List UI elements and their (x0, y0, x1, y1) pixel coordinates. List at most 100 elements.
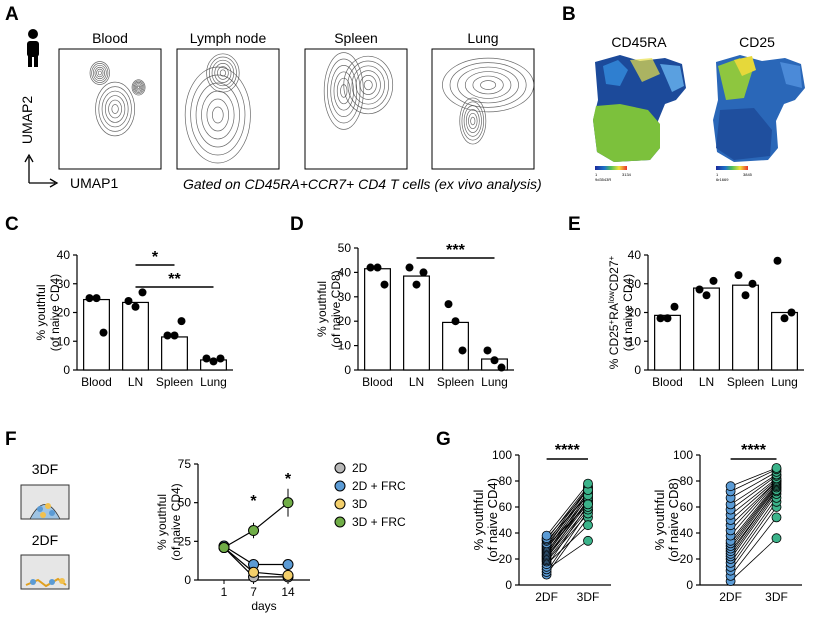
data-point (663, 314, 672, 323)
x-tick-label: LN (409, 375, 424, 389)
umap-contour (92, 64, 107, 82)
y-axis-label: % CD25+RAlowCD27+ (607, 255, 622, 369)
y-axis-label-sub: (of naive CD8) (329, 270, 343, 347)
data-point (490, 356, 499, 365)
2df-well-illustration (20, 554, 70, 590)
data-point (458, 346, 467, 355)
data-point (124, 297, 133, 305)
umap-contour (104, 95, 126, 123)
y-tick-label: 100 (673, 448, 693, 462)
y-tick-label: 25 (178, 534, 192, 548)
umap-contour (459, 97, 487, 145)
bar (161, 336, 188, 371)
umap-contour (219, 69, 226, 77)
y-tick-label: 40 (499, 526, 513, 540)
y-axis-label: % youthful (652, 490, 667, 551)
umap-contour (132, 80, 145, 95)
umap-contour (351, 65, 385, 105)
umap-contour (347, 60, 389, 110)
umap1-label: UMAP1 (70, 175, 118, 191)
pair-line (730, 474, 777, 505)
umap-frame (58, 48, 162, 170)
cd25-colorbar: 1 3845 6r1669 (716, 166, 753, 182)
umap-contour (136, 84, 142, 91)
significance-label: *** (446, 242, 465, 259)
cd45ra-colorbar: 1 3134 9d3543R (595, 166, 632, 182)
series-point (218, 542, 230, 554)
umap-contour (94, 66, 106, 80)
pair-line (730, 497, 777, 564)
umap-frame (304, 48, 408, 170)
y-axis-label-sub: (of naive CD8) (666, 478, 681, 562)
data-point (99, 328, 108, 337)
legend-label: 3D + FRC (352, 515, 406, 529)
x-tick-label: LN (699, 375, 714, 389)
pair-line (730, 493, 777, 560)
data-point (366, 263, 375, 272)
svg-text:1: 1 (716, 172, 719, 177)
y-tick-label: 0 (686, 578, 693, 592)
y-tick-label: 75 (178, 457, 192, 471)
umap-contour (359, 75, 377, 95)
pair-line (546, 483, 589, 536)
y-tick-label: 40 (338, 265, 352, 279)
legend-label: 2D + FRC (352, 479, 406, 493)
umap-contour (468, 112, 478, 130)
data-point (787, 308, 796, 317)
y-tick-label: 60 (499, 500, 513, 514)
data-point-3df (771, 512, 782, 523)
pair-line (730, 468, 777, 492)
pair-line (546, 495, 589, 542)
umap-contour (472, 75, 504, 95)
data-point-3df (583, 499, 593, 510)
x-tick-label: 2DF (535, 590, 558, 604)
data-point (748, 279, 757, 288)
bar (122, 301, 149, 371)
x-tick-label: Lung (771, 375, 798, 389)
umap-axes (24, 153, 59, 188)
data-point (412, 280, 421, 289)
umap-contour (98, 86, 132, 132)
data-point (131, 302, 140, 311)
umap-contour (206, 98, 230, 132)
y-tick-label: 20 (680, 552, 694, 566)
umap-contour (206, 53, 240, 93)
pair-line (730, 517, 777, 577)
umap-contour (208, 56, 237, 90)
umap-contour (327, 58, 361, 124)
umap-contour (336, 77, 351, 105)
data-point (216, 354, 225, 363)
data-point (419, 268, 428, 277)
y-tick-label: 60 (680, 500, 694, 514)
umap-tissue-title: Lung (467, 30, 498, 46)
pair-line (730, 482, 777, 536)
panel-letter-d: D (290, 214, 304, 235)
y-tick-label: 100 (492, 448, 512, 462)
panel-letter-g: G (436, 429, 451, 450)
umap-tissue-title: Lymph node (190, 30, 267, 46)
pair-line (730, 485, 777, 547)
y-tick-label: 30 (628, 277, 642, 291)
umap-contour (211, 59, 235, 87)
umap-contour (91, 63, 109, 83)
data-point (163, 331, 172, 340)
y-tick-label: 0 (63, 363, 70, 377)
pair-line (730, 506, 777, 571)
y-axis-label: % youthful (315, 281, 329, 337)
data-point-2df (541, 530, 552, 541)
data-point-3df (583, 478, 593, 489)
data-point (209, 357, 218, 366)
umap-contour (449, 62, 527, 108)
pair-line (730, 501, 777, 568)
umap-contour (463, 105, 482, 137)
significance-label: * (250, 493, 257, 510)
y-axis-label-sub: (of naive CD4) (621, 274, 635, 351)
x-tick-label: 3DF (577, 590, 600, 604)
data-point (92, 294, 101, 303)
cd45ra-heatmap (593, 55, 686, 162)
y-tick-label: 10 (628, 334, 642, 348)
x-tick-label: Spleen (727, 375, 764, 389)
significance-label: * (152, 249, 159, 266)
data-point-3df (771, 533, 782, 544)
y-tick-label: 10 (57, 334, 71, 348)
